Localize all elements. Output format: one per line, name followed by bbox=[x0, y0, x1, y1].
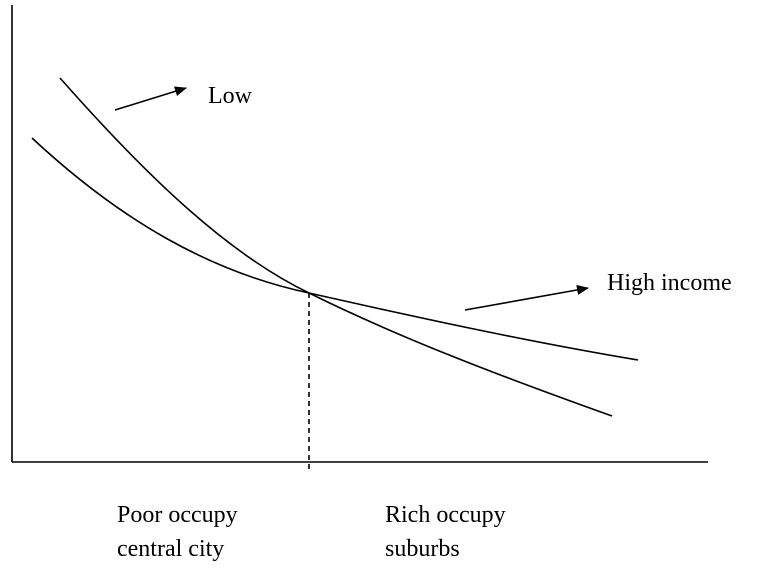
low-income-curve bbox=[59, 77, 613, 417]
curve-label: High income bbox=[607, 270, 732, 296]
arrow bbox=[464, 285, 589, 311]
region-label: central city bbox=[117, 536, 224, 562]
region-label: suburbs bbox=[385, 536, 460, 562]
region-label: Rich occupy bbox=[385, 502, 506, 528]
arrow bbox=[114, 86, 187, 111]
curve-label: Low bbox=[208, 83, 253, 109]
high-income-curve bbox=[31, 137, 639, 361]
region-label: Poor occupy bbox=[117, 502, 238, 528]
